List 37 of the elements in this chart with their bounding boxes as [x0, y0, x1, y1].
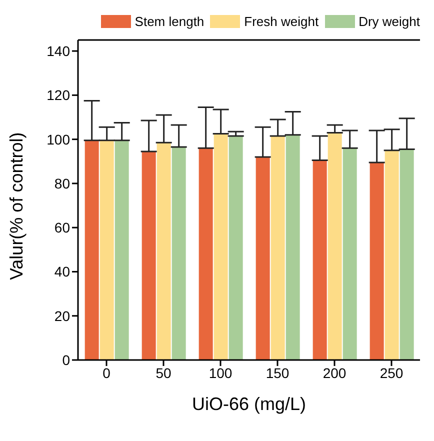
bar	[172, 147, 186, 360]
bar	[228, 136, 243, 360]
bar	[342, 148, 357, 360]
legend-label: Dry weight	[358, 14, 420, 29]
bar	[84, 140, 99, 360]
bar	[270, 136, 285, 360]
bar	[256, 156, 270, 360]
y-tick-label: 60	[54, 220, 70, 236]
bar	[114, 140, 129, 360]
x-tick-label: 200	[322, 364, 346, 381]
bar	[384, 150, 399, 360]
x-tick-label: 250	[380, 364, 404, 381]
y-tick-label: 120	[46, 87, 70, 104]
bar	[198, 148, 213, 360]
y-tick-label: 0	[62, 352, 70, 368]
x-tick-label: 50	[156, 364, 172, 381]
bar	[286, 134, 300, 360]
x-axis-title: UiO-66 (mg/L)	[192, 394, 306, 414]
bar	[312, 160, 327, 360]
x-tick-label: 0	[102, 364, 111, 381]
bar	[328, 132, 342, 360]
x-tick-label: 100	[208, 364, 232, 381]
y-tick-label: 20	[54, 308, 70, 324]
y-axis-title: Valur(% of control)	[6, 132, 26, 280]
bar	[156, 142, 171, 360]
legend-label: Stem length	[134, 14, 204, 29]
bar	[214, 134, 228, 360]
y-tick-label: 140	[46, 43, 70, 60]
bar	[400, 149, 414, 360]
bar	[370, 162, 384, 360]
bar	[142, 151, 156, 360]
x-tick-label: 150	[266, 364, 290, 381]
bar	[100, 140, 114, 360]
y-tick-label: 40	[54, 264, 70, 280]
legend-label: Fresh weight	[244, 14, 319, 29]
y-tick-label: 80	[54, 175, 70, 192]
y-tick-label: 100	[46, 131, 70, 148]
